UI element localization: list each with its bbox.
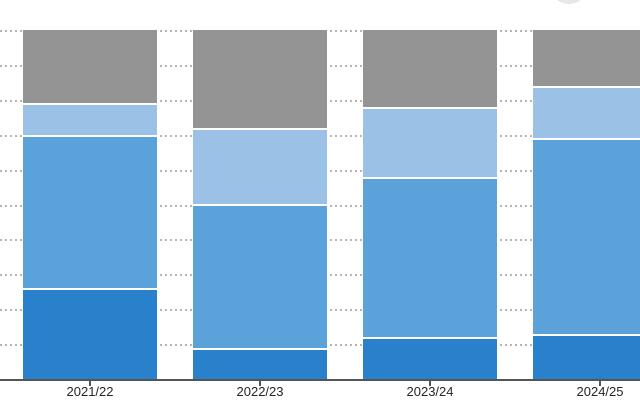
stacked-bar-2024-25	[533, 30, 640, 379]
x-axis-label: 2023/24	[406, 384, 454, 399]
x-axis-label: 2024/25	[576, 384, 624, 399]
x-axis-tick	[429, 381, 431, 386]
bar-segment-segment-light-blue	[23, 103, 157, 135]
bar-segment-segment-gray	[193, 30, 327, 128]
bar-segment-segment-light-blue	[193, 127, 327, 205]
x-axis-label: 2021/22	[66, 384, 114, 399]
x-axis-line	[0, 379, 640, 381]
x-axis-tick	[259, 381, 261, 386]
bar-segment-segment-medium-blue	[363, 176, 497, 338]
bar-segment-segment-dark-blue	[363, 337, 497, 379]
bar-segment-segment-dark-blue	[533, 333, 640, 379]
stacked-bar-2023-24	[363, 30, 497, 379]
bar-segment-segment-medium-blue	[533, 138, 640, 334]
stacked-bar-2022-23	[193, 30, 327, 379]
partial-circle-decoration	[550, 0, 588, 4]
bar-segment-segment-medium-blue	[23, 134, 157, 289]
bar-segment-segment-dark-blue	[193, 347, 327, 379]
x-axis-label: 2022/23	[236, 384, 284, 399]
bar-segment-segment-gray	[363, 30, 497, 107]
bar-segment-segment-dark-blue	[23, 288, 157, 379]
bar-segment-segment-light-blue	[533, 85, 640, 139]
bar-segment-segment-gray	[23, 30, 157, 104]
bar-segment-segment-medium-blue	[193, 204, 327, 348]
stacked-bar-2021-22	[23, 30, 157, 379]
x-axis-tick	[599, 381, 601, 386]
bar-segment-segment-gray	[533, 30, 640, 86]
x-axis-tick	[89, 381, 91, 386]
bar-segment-segment-light-blue	[363, 106, 497, 177]
